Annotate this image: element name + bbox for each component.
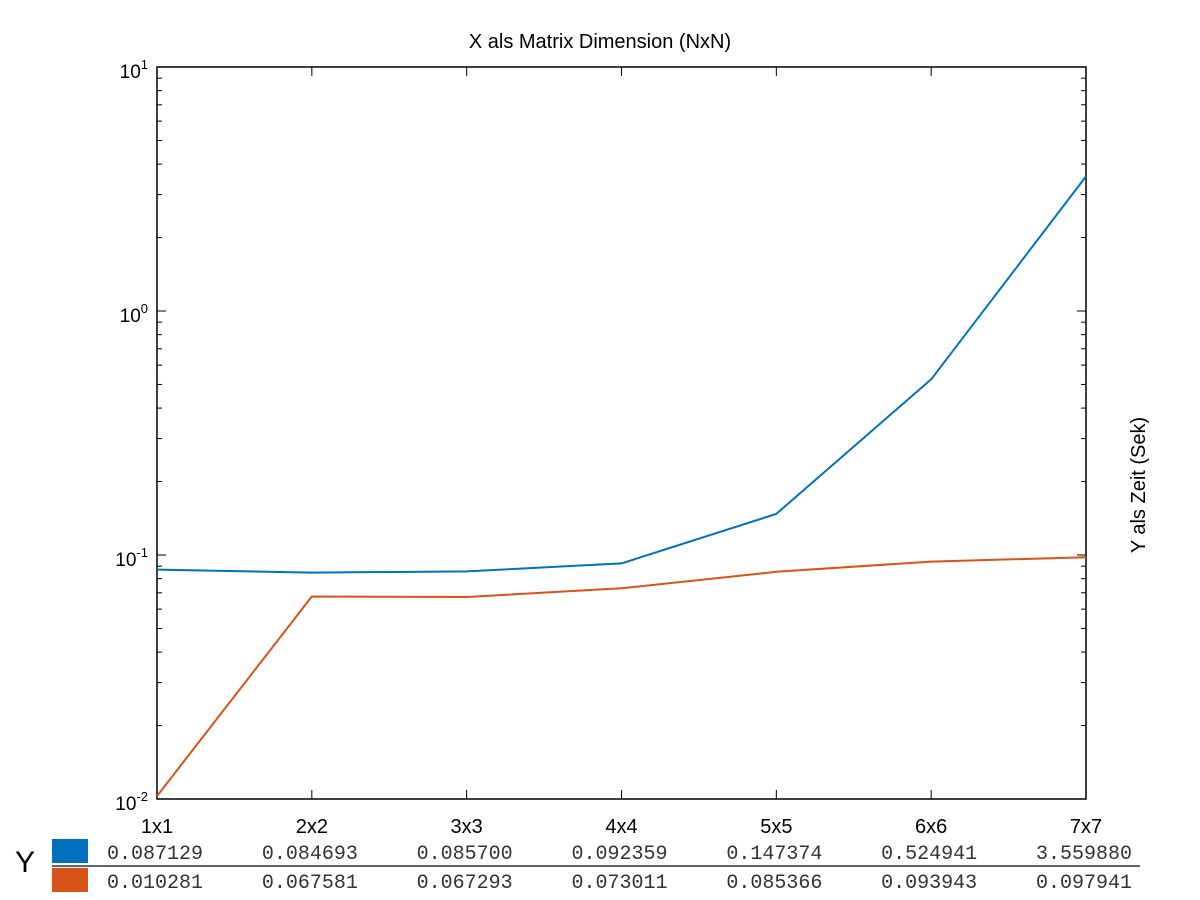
x-tick-label: 1x1 [141, 816, 173, 838]
table-cell: 3.559880 [1036, 843, 1132, 866]
x-tick-label: 7x7 [1070, 816, 1102, 838]
x-tick-label: 5x5 [760, 816, 792, 838]
table-cell: 0.073011 [571, 872, 667, 895]
series-line-1 [156, 175, 1087, 574]
x-tick-label: 4x4 [605, 816, 637, 838]
y-tick-label: 10-2 [115, 789, 148, 815]
table-cell: 0.524941 [881, 843, 977, 866]
table-cell: 0.097941 [1036, 872, 1132, 895]
chart-title: X als Matrix Dimension (NxN) [469, 31, 731, 53]
table-cell: 0.085366 [726, 872, 822, 895]
table-cell: 0.092359 [571, 843, 667, 866]
y-tick-label: 101 [120, 57, 148, 83]
series-layer [156, 175, 1087, 797]
y-axis-label: Y als Zeit (Sek) [1128, 417, 1150, 553]
plot-area-frame [156, 66, 1087, 800]
table-cell: 0.067293 [417, 872, 513, 895]
table-cell: 0.067581 [262, 872, 358, 895]
x-tick-label: 2x2 [296, 816, 328, 838]
table-cell: 0.084693 [262, 843, 358, 866]
data-table: Y 0.087129 0.084693 0.085700 0.092359 0.1473… [15, 839, 1140, 895]
x-tick-label: 6x6 [915, 816, 947, 838]
table-cell: 0.147374 [726, 843, 822, 866]
y-tick-label: 100 [120, 301, 148, 327]
table-cell: 0.087129 [107, 843, 203, 866]
series-line-2 [156, 556, 1087, 797]
table-cell: 0.010281 [107, 872, 203, 895]
series-color-swatch [52, 868, 88, 892]
series-color-swatch [52, 839, 88, 863]
x-axis: 1x1 2x2 3x3 4x4 5x5 6x6 7x7 [141, 67, 1102, 838]
table-cell: 0.085700 [417, 843, 513, 866]
y-axis: 101 100 10-1 10-2 [115, 57, 1086, 815]
x-tick-label: 3x3 [451, 816, 483, 838]
table-cell: 0.093943 [881, 872, 977, 895]
y-tick-label: 10-1 [115, 545, 148, 571]
table-row-label: Y [15, 846, 35, 879]
